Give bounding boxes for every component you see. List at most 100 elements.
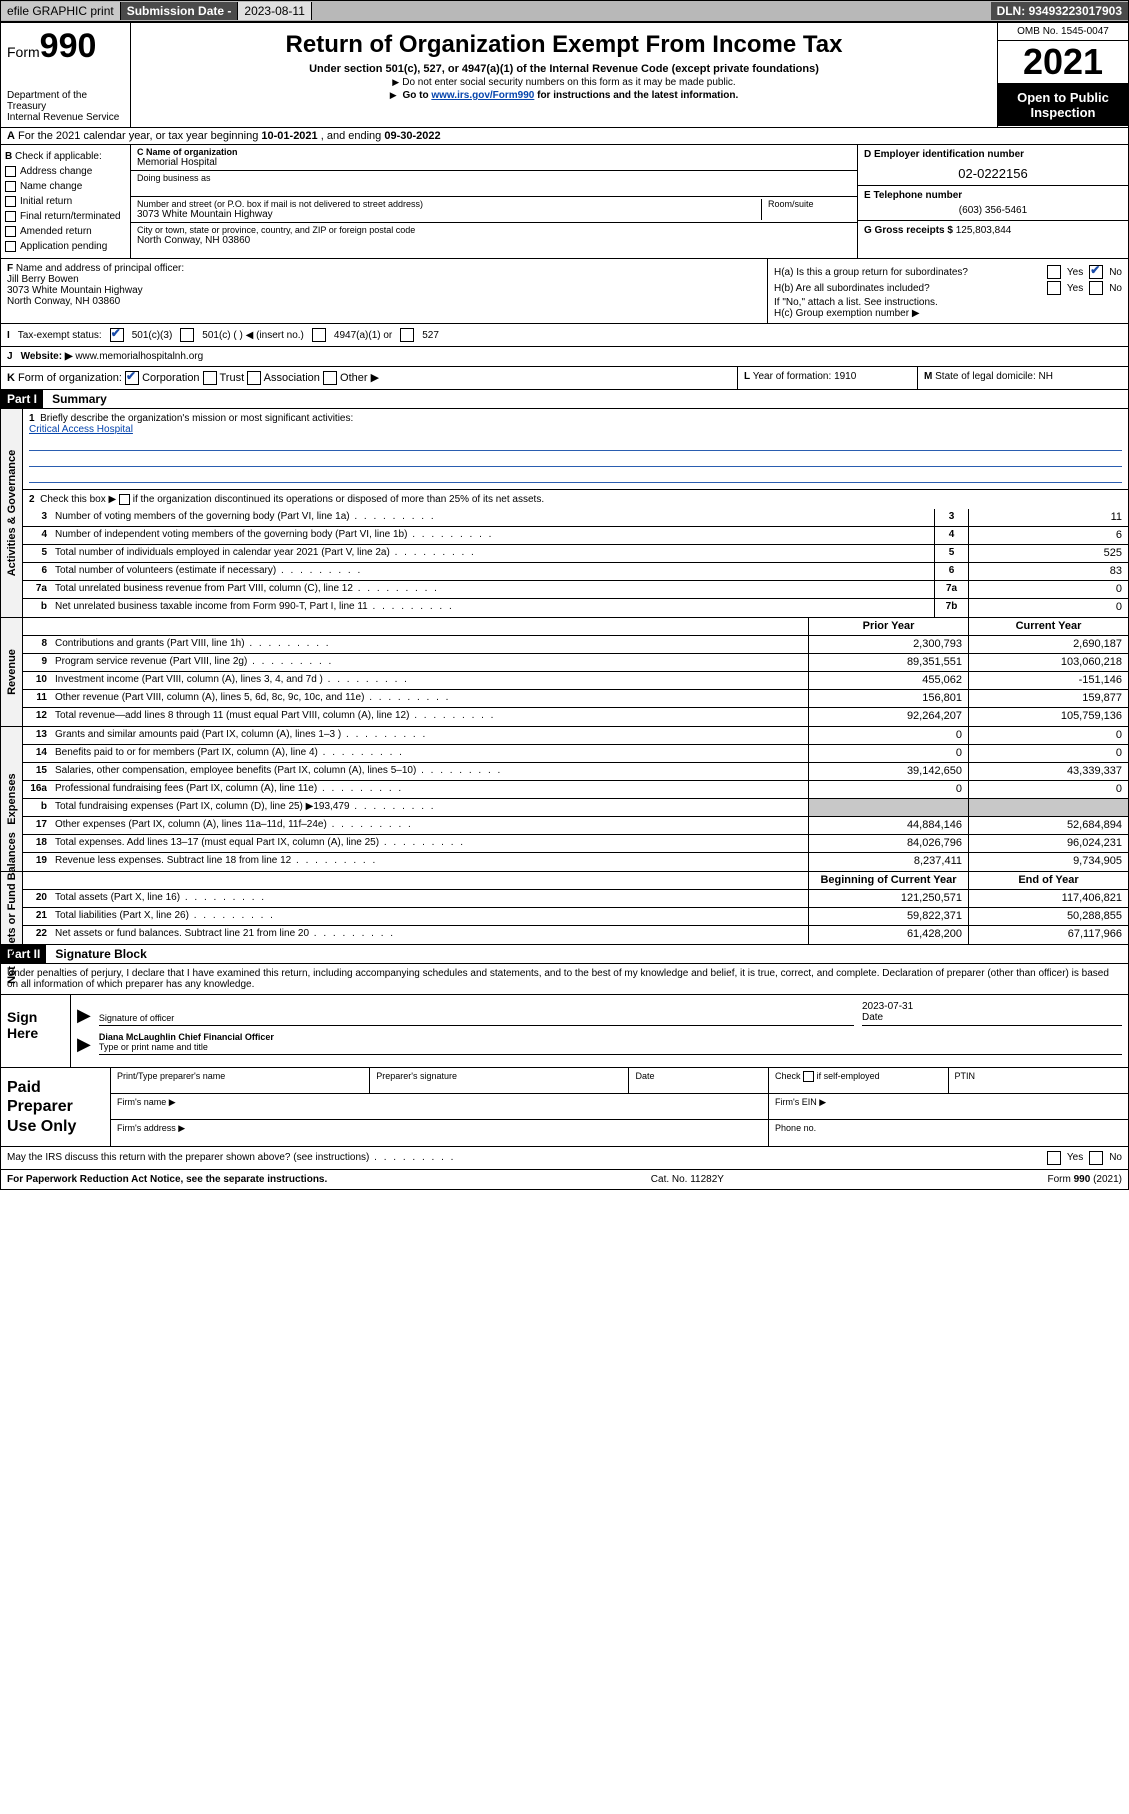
chk-discontinued[interactable] [119, 494, 130, 505]
line-num: 16a [23, 781, 51, 798]
line-text: Contributions and grants (Part VIII, lin… [51, 636, 808, 653]
irs-link[interactable]: www.irs.gov/Form990 [431, 90, 534, 101]
chk-amended-return-label: Amended return [20, 224, 92, 239]
line-prior: 59,822,371 [808, 908, 968, 925]
prep-firm-ein-cell[interactable]: Firm's EIN ▶ [769, 1094, 1128, 1120]
line-prior: 0 [808, 781, 968, 798]
line-num: 8 [23, 636, 51, 653]
chk-501c3[interactable] [110, 328, 124, 342]
line-current: 67,117,966 [968, 926, 1128, 944]
sig-date-value: 2023-07-31 [862, 1001, 1122, 1012]
side-tab-rev-label: Revenue [6, 649, 18, 695]
chk-address-change[interactable]: Address change [5, 164, 126, 179]
row-i-label: I [7, 330, 10, 341]
line-text: Benefits paid to or for members (Part IX… [51, 745, 808, 762]
opt-association: Association [264, 372, 320, 384]
cell-street: Number and street (or P.O. box if mail i… [131, 197, 857, 223]
h-b-yes[interactable] [1047, 281, 1061, 295]
footer-yes-label: Yes [1067, 1152, 1083, 1163]
open-line2: Inspection [1030, 105, 1095, 120]
col-current-year: Current Year [968, 618, 1128, 635]
line-text: Other expenses (Part IX, column (A), lin… [51, 817, 808, 834]
form-header-left: Form990 Department of the Treasury Inter… [1, 23, 131, 127]
yes-label: Yes [1067, 267, 1083, 278]
row-k-text: Form of organization: [15, 372, 122, 384]
line-num: 14 [23, 745, 51, 762]
line-current: 50,288,855 [968, 908, 1128, 925]
signature-of-officer[interactable]: Signature of officer [99, 1013, 854, 1026]
year-formation: 1910 [834, 371, 856, 382]
chk-501c[interactable] [180, 328, 194, 342]
chk-trust[interactable] [203, 371, 217, 385]
row-m-text: State of legal domicile: [932, 371, 1038, 382]
chk-initial-return[interactable]: Initial return [5, 194, 126, 209]
line-text: Total number of volunteers (estimate if … [51, 563, 934, 580]
line-current: 0 [968, 745, 1128, 762]
mission-line-2 [29, 453, 1122, 467]
chk-self-employed[interactable] [803, 1071, 814, 1082]
line-num: 5 [23, 545, 51, 562]
section-expenses: Expenses 13Grants and similar amounts pa… [1, 727, 1128, 872]
chk-4947[interactable] [312, 328, 326, 342]
line-2-discontinued: 2 Check this box ▶ if the organization d… [23, 489, 1128, 509]
signature-name-field[interactable]: Diana McLaughlin Chief Financial Officer… [99, 1032, 1122, 1055]
chk-application-pending[interactable]: Application pending [5, 239, 126, 254]
row-a-mid: , and ending [318, 130, 385, 142]
line-text: Total unrelated business revenue from Pa… [51, 581, 934, 598]
form-title: Return of Organization Exempt From Incom… [137, 31, 991, 59]
line-prior [808, 799, 968, 816]
col-beginning-year: Beginning of Current Year [808, 872, 968, 889]
prep-ptin-cell[interactable]: PTIN [949, 1068, 1128, 1094]
officer-name: Jill Berry Bowen [7, 274, 79, 285]
line-prior: 92,264,207 [808, 708, 968, 726]
chk-other[interactable] [323, 371, 337, 385]
line-num: 6 [23, 563, 51, 580]
line-num: 15 [23, 763, 51, 780]
prep-firm-name-cell[interactable]: Firm's name ▶ [111, 1094, 769, 1120]
footer-yes[interactable] [1047, 1151, 1061, 1165]
line-num: 18 [23, 835, 51, 852]
chk-corporation[interactable] [125, 371, 139, 385]
line-box: 4 [934, 527, 968, 544]
chk-name-change[interactable]: Name change [5, 179, 126, 194]
section-revenue: Revenue Prior Year Current Year 8Contrib… [1, 618, 1128, 727]
part-2-title: Signature Block [49, 947, 146, 961]
line-prior: 121,250,571 [808, 890, 968, 907]
footer-no[interactable] [1089, 1151, 1103, 1165]
open-to-public: Open to Public Inspection [998, 84, 1128, 126]
group-return-block: H(a) Is this a group return for subordin… [768, 259, 1128, 323]
h-a-yes[interactable] [1047, 265, 1061, 279]
row-a-label: A [7, 130, 15, 142]
h-a-text: H(a) Is this a group return for subordin… [774, 267, 968, 278]
h-b-no[interactable] [1089, 281, 1103, 295]
line-current: 43,339,337 [968, 763, 1128, 780]
prep-name-cell[interactable]: Print/Type preparer's name [111, 1068, 370, 1094]
prep-date-cell[interactable]: Date [629, 1068, 769, 1094]
prep-phone-cell[interactable]: Phone no. [769, 1120, 1128, 1146]
line1-num: 1 [29, 413, 35, 424]
chk-final-return[interactable]: Final return/terminated [5, 209, 126, 224]
sig-date-field: 2023-07-31 Date [862, 1001, 1122, 1026]
row-m-state: M State of legal domicile: NH [918, 367, 1128, 389]
side-tab-ag: Activities & Governance [1, 409, 23, 617]
line-text: Other revenue (Part VIII, column (A), li… [51, 690, 808, 707]
row-a-end: 09-30-2022 [384, 130, 440, 142]
chk-association[interactable] [247, 371, 261, 385]
line-current: 0 [968, 781, 1128, 798]
prep-self-cell[interactable]: Check if self-employed [769, 1068, 948, 1094]
prep-sig-cell[interactable]: Preparer's signature [370, 1068, 629, 1094]
row-a-text: For the 2021 calendar year, or tax year … [15, 130, 261, 142]
prep-firm-addr-cell[interactable]: Firm's address ▶ [111, 1120, 769, 1146]
line-current: 105,759,136 [968, 708, 1128, 726]
mission-text[interactable]: Critical Access Hospital [29, 424, 133, 435]
line-num: 20 [23, 890, 51, 907]
line-prior: 84,026,796 [808, 835, 968, 852]
form-header-right: OMB No. 1545-0047 2021 Open to Public In… [998, 23, 1128, 127]
chk-amended-return[interactable]: Amended return [5, 224, 126, 239]
prep-check-label: Check [775, 1071, 801, 1081]
h-a-no[interactable] [1089, 265, 1103, 279]
cell-gross-receipts: G Gross receipts $ 125,803,844 [858, 221, 1128, 253]
chk-527[interactable] [400, 328, 414, 342]
footer-no-label: No [1109, 1152, 1122, 1163]
line-prior: 89,351,551 [808, 654, 968, 671]
